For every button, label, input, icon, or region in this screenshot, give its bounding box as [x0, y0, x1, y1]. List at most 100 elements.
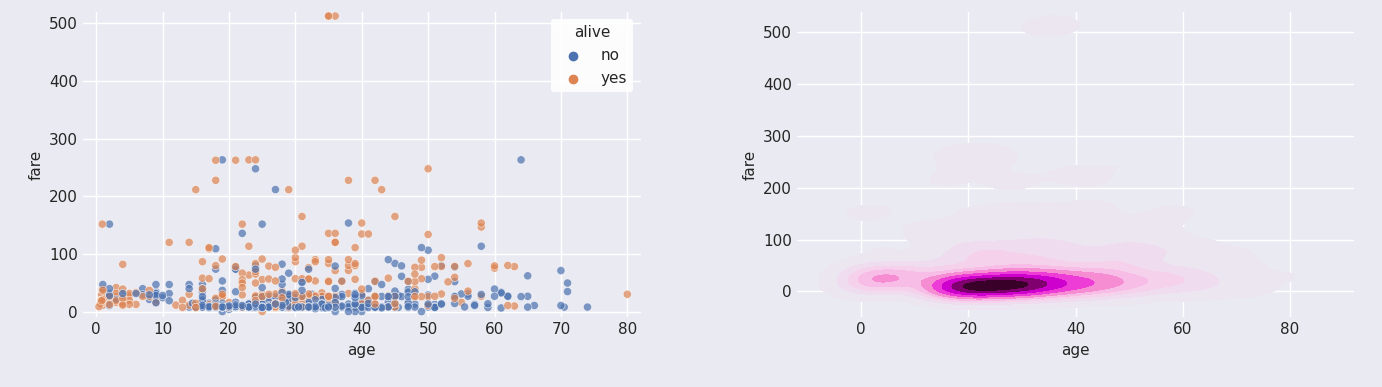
Point: [252, 301, 274, 307]
Point: [245, 271, 267, 277]
Point: [297, 276, 319, 282]
Point: [325, 308, 347, 315]
Point: [198, 300, 220, 307]
Point: [211, 256, 234, 262]
Point: [231, 304, 253, 310]
Point: [337, 303, 359, 310]
Point: [496, 302, 518, 308]
Point: [318, 293, 340, 300]
Point: [297, 264, 319, 271]
Point: [178, 304, 200, 310]
Point: [344, 290, 366, 296]
Point: [457, 260, 480, 267]
Point: [325, 263, 347, 269]
Point: [145, 293, 167, 299]
Point: [285, 304, 307, 310]
Point: [211, 291, 234, 297]
Point: [231, 221, 253, 227]
Point: [496, 262, 518, 269]
Point: [205, 304, 227, 310]
Point: [314, 305, 336, 311]
Point: [457, 293, 480, 300]
Point: [417, 302, 439, 308]
Point: [503, 303, 525, 309]
Point: [404, 286, 426, 292]
Point: [363, 301, 386, 307]
Point: [397, 304, 419, 310]
Point: [318, 293, 340, 300]
Point: [171, 297, 193, 303]
Point: [337, 177, 359, 183]
Point: [198, 303, 220, 310]
Point: [191, 304, 213, 310]
Point: [240, 304, 263, 310]
Point: [245, 295, 267, 301]
Point: [105, 293, 127, 300]
Point: [264, 293, 286, 300]
Point: [224, 304, 246, 310]
Point: [517, 293, 539, 300]
Point: [224, 303, 246, 309]
Point: [484, 293, 506, 300]
Point: [444, 274, 466, 281]
Point: [224, 304, 246, 310]
Point: [218, 304, 240, 310]
Point: [363, 293, 386, 300]
Point: [477, 304, 499, 310]
Point: [304, 304, 326, 310]
Point: [292, 297, 314, 303]
Point: [238, 272, 260, 278]
Point: [245, 260, 267, 267]
Point: [292, 303, 314, 310]
Point: [211, 302, 234, 308]
Point: [245, 299, 267, 305]
Point: [152, 293, 174, 299]
Point: [231, 304, 253, 310]
Point: [264, 300, 286, 307]
Point: [850, 288, 872, 295]
Point: [311, 300, 333, 307]
Point: [285, 301, 307, 307]
Point: [318, 305, 340, 311]
Point: [205, 304, 227, 310]
Point: [131, 293, 153, 300]
Point: [397, 300, 419, 306]
Point: [271, 289, 293, 296]
Point: [224, 266, 246, 272]
Point: [850, 288, 872, 295]
Point: [363, 278, 386, 284]
Point: [351, 300, 373, 306]
Point: [292, 304, 314, 310]
Point: [337, 220, 359, 226]
Point: [850, 288, 872, 295]
Point: [297, 299, 319, 305]
Point: [292, 298, 314, 304]
Point: [245, 266, 267, 272]
Point: [517, 304, 539, 310]
Point: [145, 290, 167, 296]
Point: [311, 296, 333, 303]
Point: [337, 290, 359, 296]
Point: [252, 256, 274, 262]
Point: [363, 303, 386, 310]
Point: [444, 293, 466, 300]
Legend: no, yes: no, yes: [551, 19, 633, 92]
Point: [231, 304, 253, 310]
Point: [417, 166, 439, 172]
Point: [98, 290, 120, 296]
Point: [417, 302, 439, 308]
Point: [325, 300, 347, 306]
Point: [370, 305, 392, 311]
Point: [252, 304, 274, 310]
Point: [351, 304, 373, 310]
Point: [238, 243, 260, 249]
Point: [325, 230, 347, 236]
Point: [191, 286, 213, 292]
Point: [285, 301, 307, 308]
Point: [344, 276, 366, 283]
Point: [218, 304, 240, 310]
Point: [318, 257, 340, 263]
Point: [91, 221, 113, 227]
Point: [205, 304, 227, 310]
Point: [138, 292, 160, 298]
